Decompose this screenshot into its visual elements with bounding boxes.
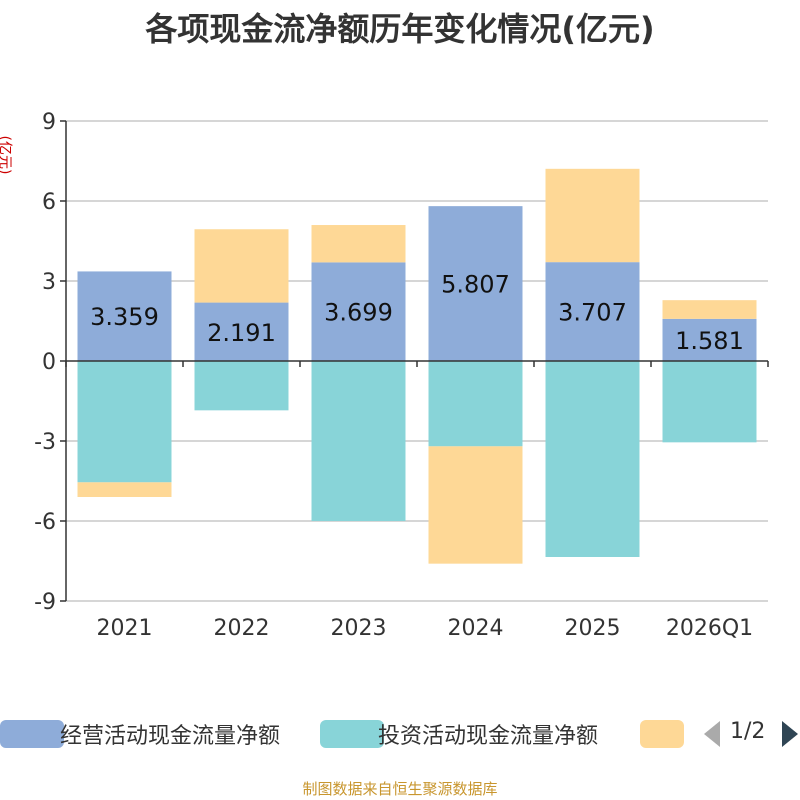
- legend-label-investing: 投资活动现金流量净额: [378, 724, 599, 749]
- bar-investing: [311, 361, 406, 521]
- bar-operating: [77, 271, 172, 361]
- data-label: 3.359: [90, 303, 159, 331]
- bar-investing: [545, 361, 640, 557]
- legend-swatch-operating: [0, 720, 64, 748]
- y-tick-label: 6: [42, 190, 56, 215]
- x-tick-label: 2022: [214, 616, 270, 641]
- data-label: 5.807: [441, 271, 510, 299]
- bar-operating: [545, 262, 640, 361]
- legend-swatch-investing: [320, 720, 384, 748]
- legend: 经营活动现金流量净额 投资活动现金流量净额 1/2: [0, 716, 800, 752]
- y-tick-label: -3: [34, 430, 56, 455]
- bar-other: [545, 168, 640, 263]
- bar-other: [77, 482, 172, 497]
- pager-next-icon[interactable]: [780, 719, 800, 749]
- bar-investing: [77, 361, 172, 483]
- y-tick-label: 9: [42, 110, 56, 135]
- grid-lines: [66, 120, 768, 602]
- chart-title: 各项现金流净额历年变化情况(亿元): [145, 10, 655, 48]
- bars: [77, 168, 757, 564]
- data-label: 2.191: [207, 319, 276, 347]
- data-label: 1.581: [675, 327, 744, 355]
- legend-pager: 1/2: [702, 716, 800, 752]
- bar-other: [428, 446, 523, 564]
- y-tick-label: -6: [34, 510, 56, 535]
- x-tick-label: 2023: [331, 616, 387, 641]
- x-tick-label: 2025: [565, 616, 621, 641]
- data-label: 3.699: [324, 299, 393, 327]
- y-tick-label: -9: [34, 590, 56, 615]
- bar-other: [662, 300, 757, 319]
- y-tick-label: 0: [42, 350, 56, 375]
- data-label: 3.707: [558, 299, 627, 327]
- bar-investing: [428, 361, 523, 447]
- bar-operating: [428, 206, 523, 361]
- x-tick-label: 2024: [448, 616, 504, 641]
- bar-investing: [662, 361, 757, 443]
- legend-swatch-third: [640, 720, 684, 748]
- data-labels: 3.359 2.191 3.699 5.807 3.707 1.581: [90, 271, 744, 355]
- x-tick-label: 2026Q1: [666, 616, 753, 641]
- pager-prev-icon[interactable]: [702, 719, 722, 749]
- bar-operating: [311, 262, 406, 361]
- source-footer: 制图数据来自恒生聚源数据库: [302, 780, 498, 798]
- chart-area: 9 6 3 0 -3 -6 -9 2021 2022 2023 2024 2025 2026Q1 3.3…: [34, 110, 769, 641]
- bar-other: [311, 225, 406, 263]
- y-tick-label: 3: [42, 270, 56, 295]
- bar-operating: [194, 302, 289, 361]
- bar-operating: [662, 318, 757, 361]
- x-tick-label: 2021: [97, 616, 153, 641]
- axes: 9 6 3 0 -3 -6 -9 2021 2022 2023 2024 2025 2026Q1: [34, 110, 769, 641]
- legend-label-operating: 经营活动现金流量净额: [60, 724, 281, 749]
- bar-other: [194, 229, 289, 303]
- pager-indicator: 1/2: [730, 719, 766, 744]
- bar-investing: [194, 361, 289, 411]
